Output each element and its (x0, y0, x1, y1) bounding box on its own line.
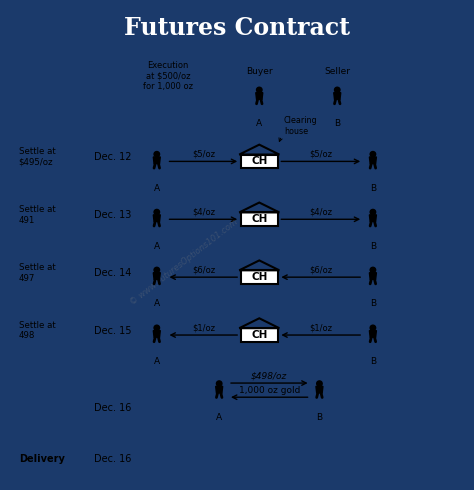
Text: B: B (370, 184, 376, 193)
Text: Futures Contract: Futures Contract (124, 16, 350, 40)
Text: Dec. 15: Dec. 15 (94, 326, 132, 336)
Text: $498/oz: $498/oz (251, 371, 287, 380)
Text: $4/oz: $4/oz (309, 207, 332, 216)
Bar (241, 328, 278, 342)
Polygon shape (369, 215, 376, 221)
Text: A: A (154, 242, 160, 250)
Text: $1/oz: $1/oz (192, 323, 215, 332)
Text: $6/oz: $6/oz (192, 265, 215, 274)
Text: A: A (256, 120, 262, 128)
Text: B: B (370, 242, 376, 250)
Text: 1,000 oz gold: 1,000 oz gold (238, 386, 300, 394)
Text: Dec. 12: Dec. 12 (94, 152, 132, 162)
Polygon shape (369, 157, 376, 164)
Circle shape (370, 151, 375, 157)
Text: Delivery: Delivery (18, 454, 64, 465)
Polygon shape (369, 331, 376, 337)
Text: A: A (154, 184, 160, 193)
Polygon shape (216, 386, 223, 393)
Circle shape (217, 381, 222, 386)
Text: © www.FuturesOptions101.com: © www.FuturesOptions101.com (128, 218, 239, 307)
Text: A: A (154, 357, 160, 367)
Circle shape (317, 381, 322, 386)
Text: Buyer: Buyer (246, 67, 273, 75)
Text: CH: CH (251, 330, 267, 340)
Text: Settle at
$495/oz: Settle at $495/oz (18, 147, 55, 167)
Polygon shape (153, 273, 160, 279)
Circle shape (370, 268, 375, 272)
Circle shape (370, 209, 375, 215)
Polygon shape (153, 331, 160, 337)
Text: Settle at
498: Settle at 498 (18, 321, 55, 341)
Bar (241, 270, 278, 284)
Circle shape (154, 325, 160, 330)
Text: B: B (316, 413, 322, 422)
Text: Dec. 14: Dec. 14 (94, 268, 132, 278)
Text: B: B (370, 299, 376, 308)
Text: $5/oz: $5/oz (309, 149, 332, 158)
Text: B: B (370, 357, 376, 367)
Polygon shape (334, 93, 341, 99)
Polygon shape (256, 93, 263, 99)
Text: CH: CH (251, 214, 267, 224)
Polygon shape (369, 273, 376, 279)
Text: $5/oz: $5/oz (192, 149, 215, 158)
Text: Seller: Seller (324, 67, 350, 75)
Text: Settle at
491: Settle at 491 (18, 205, 55, 225)
Text: $1/oz: $1/oz (309, 323, 332, 332)
Text: CH: CH (251, 272, 267, 282)
Circle shape (370, 325, 375, 330)
Polygon shape (153, 215, 160, 221)
Text: Settle at
497: Settle at 497 (18, 263, 55, 283)
Text: Execution
at $500/oz
for 1,000 oz: Execution at $500/oz for 1,000 oz (143, 61, 193, 91)
Text: Dec. 16: Dec. 16 (94, 454, 132, 465)
Text: Dec. 16: Dec. 16 (94, 403, 132, 413)
Text: CH: CH (251, 156, 267, 167)
Text: B: B (334, 120, 340, 128)
Text: A: A (154, 299, 160, 308)
Text: $6/oz: $6/oz (309, 265, 332, 274)
Text: A: A (216, 413, 222, 422)
Circle shape (154, 209, 160, 215)
Bar (241, 213, 278, 226)
Circle shape (256, 87, 262, 93)
Polygon shape (153, 157, 160, 164)
Text: $4/oz: $4/oz (192, 207, 215, 216)
Circle shape (154, 151, 160, 157)
Circle shape (154, 268, 160, 272)
Text: Clearing
house: Clearing house (284, 116, 318, 136)
Bar (241, 154, 278, 168)
Polygon shape (316, 386, 323, 393)
Text: Dec. 13: Dec. 13 (94, 210, 132, 220)
Circle shape (335, 87, 340, 93)
